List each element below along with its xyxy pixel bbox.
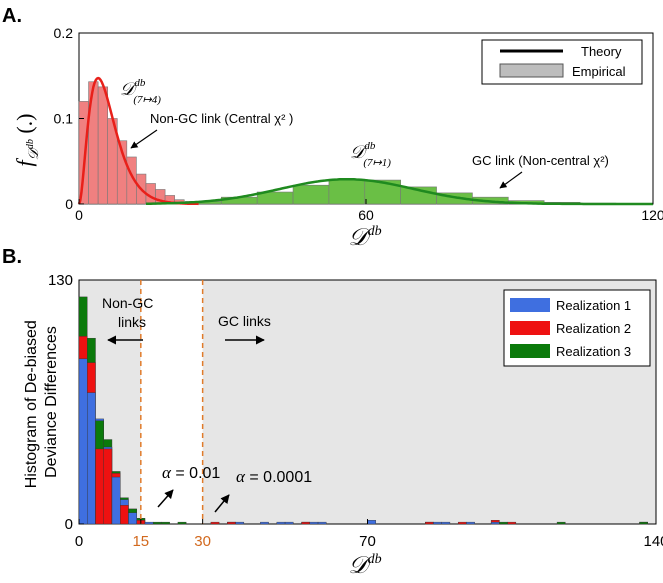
panel-b-bar-realization-1	[111, 476, 121, 525]
panel-a-legend: Theory Empirical	[481, 39, 643, 85]
panel-b-bar-realization-2	[457, 521, 467, 525]
panel-b-bar-realization-2	[301, 521, 310, 525]
alpha-00001-arrow	[214, 494, 230, 513]
panel-b-bar-realization-1	[490, 521, 500, 525]
panel-b-legend: Realization 1 Realization 2 Realization …	[503, 289, 651, 367]
legend-empirical-label: Empirical	[572, 64, 626, 79]
nongc-region-label: Non-GC links	[102, 295, 153, 330]
annotation-nongc-link: Non-GC link (Central χ² )	[150, 111, 293, 126]
panel-a-xlabel: 𝒟db	[348, 224, 381, 251]
panel-a-theory-curves	[77, 76, 653, 206]
legend-realization-3-swatch	[510, 344, 550, 358]
panel-a-ytick-label: 0	[65, 196, 73, 212]
legend-empirical-swatch	[499, 63, 564, 78]
panel-b-bar-realization-3	[499, 521, 508, 525]
panel-b-bar-realization-2	[120, 505, 129, 525]
panel-b-bar-realization-1	[128, 512, 137, 525]
panel-b-bar-realization-2	[425, 521, 434, 525]
panel-b-bar-realization-1	[433, 521, 442, 525]
panel-a-bar-nongc	[97, 86, 108, 205]
panel-b-bar-realization-1	[78, 358, 88, 525]
panel-b-bar-realization-1	[317, 521, 327, 525]
panel-b-xtick-label: 15	[132, 533, 149, 550]
panel-b-bar-realization-3	[177, 521, 187, 525]
panel-b-bar-realization-1	[235, 521, 245, 525]
panel-b-bar-realization-1	[260, 521, 269, 525]
legend-realization-3-label: Realization 3	[556, 344, 631, 359]
annotation-gc-link: GC link (Non-central χ²)	[472, 153, 609, 168]
alpha-001-arrow	[157, 489, 174, 508]
panel-b-ylabel: Histogram of De-biased Deviance Differen…	[23, 316, 60, 489]
panel-b-bar-realization-1	[144, 521, 154, 525]
gc-region-label: GC links	[218, 313, 271, 329]
legend-realization-2-label: Realization 2	[556, 321, 631, 336]
panel-b-bar-realization-2	[95, 448, 104, 525]
panel-a-ylabel: f𝒟db (.)	[12, 114, 42, 167]
panel-b-thresholds	[140, 280, 204, 524]
panel-a-bar-nongc	[78, 101, 89, 205]
legend-realization-1-swatch	[510, 298, 550, 312]
panel-a-ytick-label: 0.2	[54, 25, 74, 41]
legend-realization-2-swatch	[510, 321, 550, 335]
legend-realization-1-label: Realization 1	[556, 298, 631, 313]
panel-b-xtick-label: 30	[194, 533, 211, 550]
panel-b-xtick-label: 70	[359, 533, 376, 550]
panel-a-label: A.	[2, 5, 22, 27]
panel-b-ytick-label: 130	[48, 272, 73, 289]
panel-b-bar-realization-2	[507, 521, 517, 525]
panel-b-bar-realization-3	[556, 521, 566, 525]
panel-b-xtick-label: 0	[75, 533, 83, 550]
annotation-nongc-arrow	[130, 129, 158, 149]
panel-b-bar-realization-2	[227, 521, 236, 525]
panel-b-bar-realization-1	[87, 392, 96, 525]
panel-b-bar-realization-1	[367, 520, 376, 525]
panel-a-bar-gc	[328, 178, 366, 205]
panel-b-bar-realization-2	[210, 521, 220, 525]
panel-a-xtick-label: 120	[641, 207, 663, 223]
panel-b-bars	[78, 296, 648, 525]
panel-a-xtick-label: 60	[358, 207, 374, 223]
panel-a-ticks: 0 60 120 0 0.1 0.2	[54, 25, 663, 223]
panel-b-bar-realization-3	[639, 521, 648, 525]
panel-b-bar-realization-1	[284, 521, 294, 525]
panel-b-ticks: 0 15 30 70 140 0 130	[48, 272, 663, 550]
panel-b-ylabel-line2: Deviance Differences	[43, 326, 60, 478]
panel-b-ytick-label: 0	[65, 516, 73, 533]
panel-b-chart: 0 15 30 70 140 0 130 Histogram of De-biased De…	[23, 272, 663, 579]
panel-b-bar-realization-1	[309, 521, 319, 525]
panel-b-xtick-label: 140	[643, 533, 663, 550]
panel-b-ylabel-line1: Histogram of De-biased	[23, 320, 40, 488]
panel-b-bar-realization-1	[276, 521, 286, 525]
panel-b-bar-realization-1	[441, 521, 451, 525]
legend-theory-label: Theory	[581, 44, 622, 59]
panel-b-label: B.	[2, 246, 22, 268]
annotation-gc-arrow	[499, 171, 523, 189]
panel-a-ytick-label: 0.1	[54, 111, 74, 127]
theory-curve-gc	[146, 177, 653, 206]
panel-b-bar-realization-1	[466, 521, 475, 525]
panel-a-xtick-label: 0	[75, 207, 83, 223]
panel-b-xlabel: 𝒟db	[348, 552, 381, 579]
panel-a-bar-gc	[292, 184, 330, 205]
panel-b-bar-realization-3	[152, 521, 162, 525]
alpha-001-label: α = 0.01	[162, 463, 220, 482]
panel-b-bar-realization-2	[103, 448, 113, 525]
panel-b-bar-realization-3	[161, 521, 170, 525]
alpha-00001-label: α = 0.0001	[236, 467, 312, 486]
